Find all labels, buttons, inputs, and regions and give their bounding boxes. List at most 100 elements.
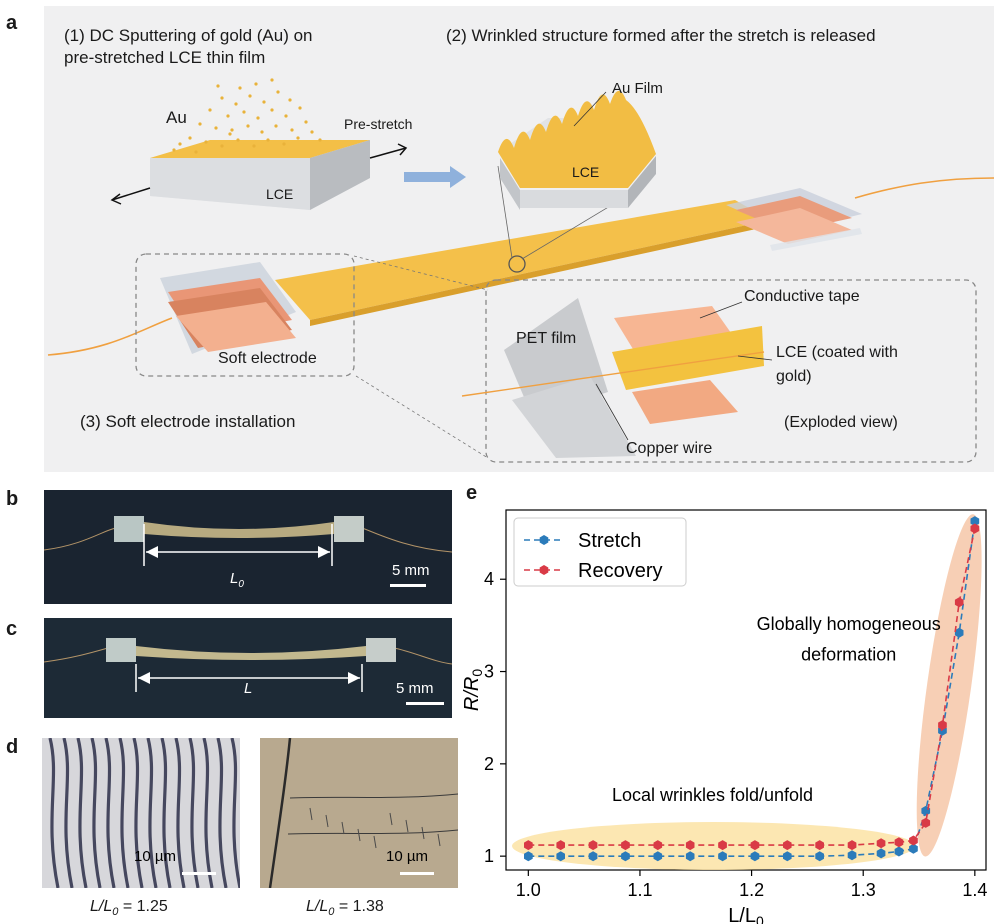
copper-wire-label: Copper wire [626,440,713,457]
scale-bar [390,584,426,587]
y-axis-label: R/R0 [461,669,485,711]
scale-label-d-right: 10 µm [386,848,428,865]
annotation-deformation: deformation [801,644,896,664]
scale-label-d-left: 10 µm [134,848,176,865]
pet-film-label: PET film [516,330,577,347]
left-clamp [114,516,144,542]
au-label: Au [166,108,187,127]
caption-d-right: L/L0 = 1.38 [306,898,384,919]
point-stretch [909,843,918,854]
point-stretch [954,627,964,638]
conductive-tape-bottom [632,380,738,424]
point-recovery [876,838,886,849]
legend-label: Recovery [578,560,662,582]
annotation-homogeneous: Globally homogeneous [757,614,941,634]
exploded-view-label: (Exploded view) [784,414,898,431]
point-stretch [750,851,760,862]
point-recovery [815,840,824,851]
step1-title-line2: pre-stretched LCE thin film [64,48,266,67]
point-stretch [876,848,886,859]
lce-strip-c [136,646,366,660]
annotation-wrinkles: Local wrinkles fold/unfold [612,785,813,805]
panel-label-d: d [6,736,19,758]
point-recovery [524,840,533,851]
point-recovery [954,597,964,608]
y-tick-label: 2 [484,754,494,774]
point-stretch [653,851,663,862]
au-film-label: Au Film [612,80,663,97]
process-arrow-body [404,172,452,182]
point-stretch [718,851,727,862]
left-electrode-dashed-box [135,253,355,377]
series-line-stretch [528,520,976,857]
point-stretch [815,851,824,862]
series-line-recovery [528,528,976,846]
step2-title: (2) Wrinkled structure formed after the … [446,26,876,45]
y-tick-label: 4 [484,569,494,589]
scale-label-c: 5 mm [396,680,434,697]
lce-gold-layer [612,326,764,390]
pet-film-bottom [512,376,636,458]
step3-title: (3) Soft electrode installation [80,412,296,431]
x-tick-label: 1.4 [962,880,987,900]
point-recovery [588,840,598,851]
step1-title: (1) DC Sputtering of gold (Au) on [64,26,313,45]
copper-wire-line [461,351,765,397]
scale-bar-c [406,702,444,705]
lce-wrinkled-label: LCE [572,164,600,180]
caption-d-left: L/L0 = 1.25 [90,898,168,919]
y-tick-label: 3 [484,662,494,682]
point-recovery [938,720,947,731]
legend-marker [539,565,549,575]
legend-label: Stretch [578,530,641,552]
process-arrow-head [450,166,466,188]
point-stretch [621,851,630,862]
lce-strip [144,522,334,538]
resistance-chart: 1.0 1.1 1.2 1.3 1.4 1 2 3 4 L/L0 R/R0 Local wrinkle… [461,509,987,924]
x-tick-label: 1.1 [627,880,652,900]
point-recovery [921,817,931,828]
right-wire [854,177,995,199]
schematic-illustration [47,78,995,463]
point-stretch [970,516,980,527]
l-label: L [244,680,253,697]
lce-ribbon [275,200,770,320]
photo-relaxed-sample [43,490,453,604]
x-tick-label: 1.0 [516,880,541,900]
micrograph-wrinkles-138 [260,738,458,888]
left-clamp-c [106,638,136,662]
homogeneous-region [916,514,982,857]
point-stretch [847,850,857,861]
point-recovery [909,835,918,846]
legend: Stretch Recovery [513,517,687,587]
lce-coated-label: LCE (coated with [776,344,898,361]
scale-label-b: 5 mm [392,562,430,579]
left-soft-electrode [160,262,296,354]
right-clamp-c [366,638,396,662]
point-recovery [970,523,980,534]
point-recovery [894,837,904,848]
panel-label-a: a [6,12,18,34]
right-clamp [334,516,364,542]
stretch-arrow-left [111,187,151,201]
micrograph-wrinkles-125 [42,738,240,888]
right-soft-electrode [726,188,862,251]
conductive-tape-label: Conductive tape [744,288,860,305]
panel-label-c: c [6,618,18,640]
legend-box [513,517,687,587]
point-recovery [718,840,727,851]
point-stretch [524,851,533,862]
legend-marker [539,535,549,545]
wrinkled-lce-block [498,90,656,210]
gold-particles [172,78,322,154]
pre-stretch-label: Pre-stretch [344,116,413,132]
stretch-arrow-right [369,147,407,159]
wrinkle-region [512,822,916,870]
point-recovery [750,840,760,851]
exploded-view-dashed-box [485,279,977,463]
point-stretch [783,851,792,862]
point-recovery [556,840,565,851]
photo-stretched-sample [43,618,453,718]
panel-label-b: b [6,488,19,510]
point-recovery [783,840,792,851]
